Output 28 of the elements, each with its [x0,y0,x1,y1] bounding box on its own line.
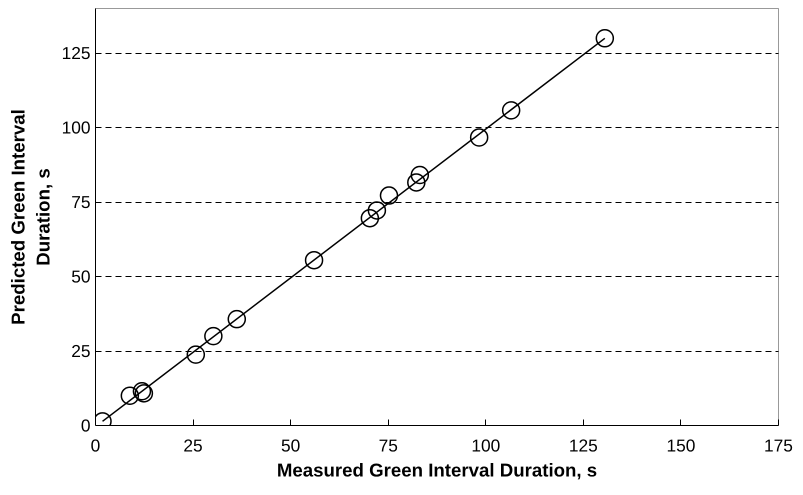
x-tick-label: 50 [281,436,300,456]
point [186,345,206,364]
y-tick-label: 50 [71,266,91,287]
point [360,208,380,228]
x-tick-label: 175 [764,436,793,456]
point [470,128,488,147]
x-tick-label: 150 [666,436,696,456]
point [410,166,430,184]
point [380,186,398,205]
point [368,201,386,220]
point [502,101,520,120]
x-tick-label: 75 [378,436,398,456]
y-tick-label: 0 [80,416,91,436]
y-tick-label: 125 [62,43,91,64]
point [596,29,614,48]
point [204,326,223,346]
x-tick-label: 25 [183,436,203,456]
y-tick-label: 75 [71,192,91,212]
y-tick-label: 25 [71,341,91,362]
y-tick-label: 100 [62,118,91,138]
point [228,310,246,328]
x-tick-label: 125 [568,436,598,456]
point [120,386,140,405]
y-axis-title: Predicted Green Interval Duration, s [7,109,54,325]
point [407,173,426,192]
x-axis-title: Measured Green Interval Duration, s [276,460,598,480]
point [304,250,324,270]
x-tick-label: 100 [471,436,500,456]
